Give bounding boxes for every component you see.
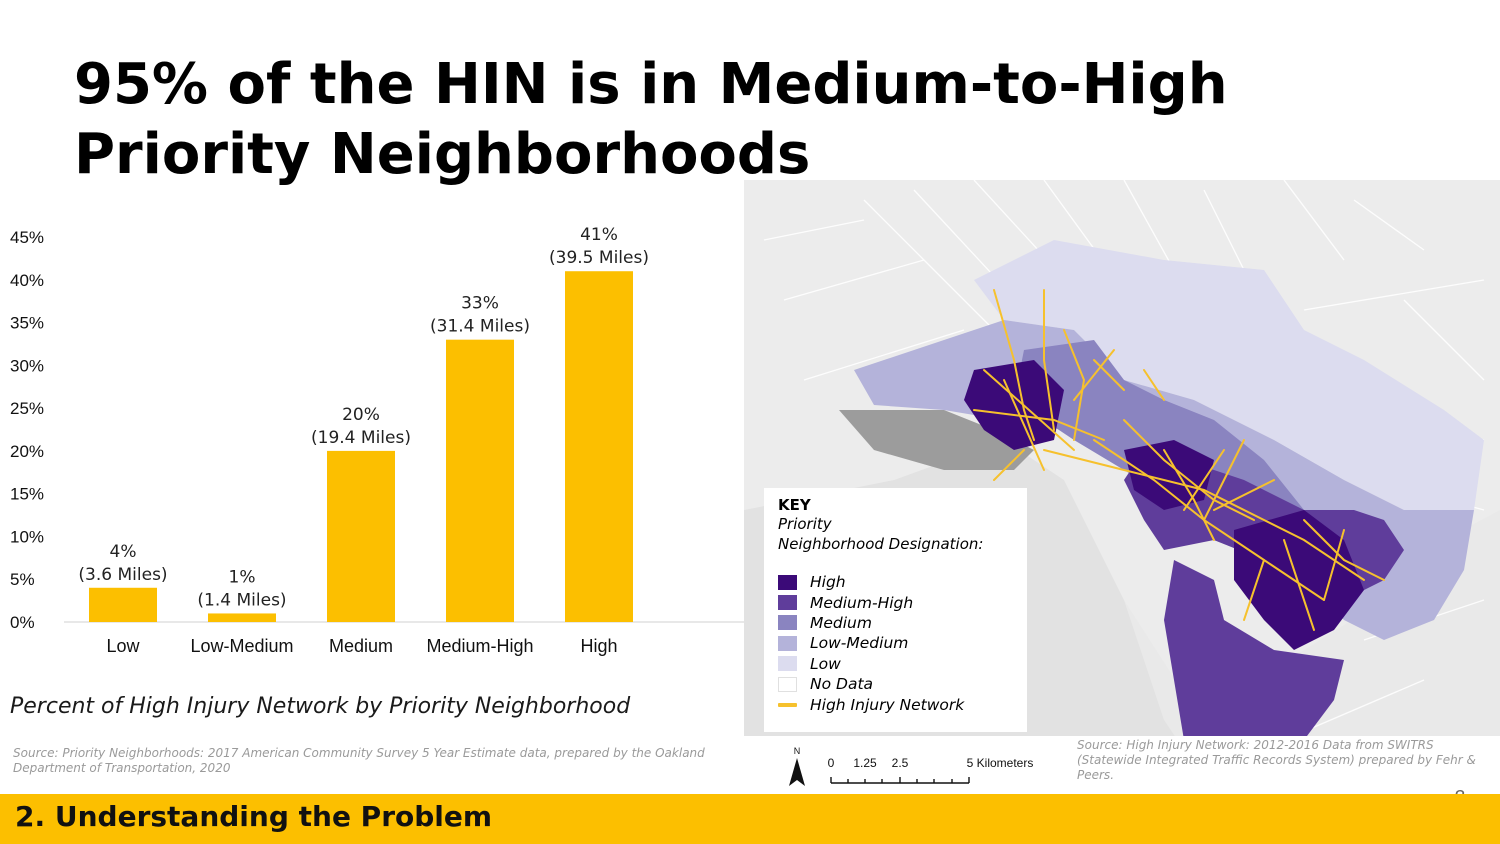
map-scale-bar: N 0 1.25 2.5 5 Kilometers bbox=[744, 736, 1069, 794]
map-key: KEY Priority Neighborhood Designation: H… bbox=[764, 488, 1027, 732]
scale-ruler bbox=[830, 777, 970, 784]
x-category-label: High bbox=[580, 636, 617, 656]
y-tick-label: 35% bbox=[10, 314, 44, 333]
y-tick-label: 25% bbox=[10, 399, 44, 418]
y-tick-label: 10% bbox=[10, 527, 44, 546]
bar-miles-label: (3.6 Miles) bbox=[78, 565, 167, 585]
bar-value-label: 4% bbox=[110, 542, 137, 562]
bar-miles-label: (31.4 Miles) bbox=[430, 317, 530, 337]
y-tick-label: 30% bbox=[10, 356, 44, 375]
key-legend-list: High Medium-High Medium Low-Medium Low No Dat… bbox=[778, 572, 1013, 715]
map-source-note: Source: High Injury Network: 2012-2016 D… bbox=[1069, 736, 1500, 794]
bar-chart: 0% 5% 10% 15% 20% 25% 30% 35% 40% 45% 4% (3.6 Miles… bbox=[10, 225, 744, 656]
key-item-label: High Injury Network bbox=[810, 695, 965, 714]
line-swatch-icon bbox=[778, 702, 797, 707]
north-label: N bbox=[794, 746, 801, 756]
key-item: Low-Medium bbox=[778, 633, 1013, 653]
color-swatch-icon bbox=[778, 595, 797, 611]
y-tick-label: 45% bbox=[10, 228, 44, 247]
zone-low bbox=[974, 240, 1484, 510]
key-item: Medium-High bbox=[778, 592, 1013, 612]
scale-graphic: N 0 1.25 2.5 5 Kilometers bbox=[789, 746, 1034, 786]
north-arrow-icon bbox=[789, 758, 805, 786]
zone-high-east bbox=[1124, 440, 1214, 510]
slide-title: 95% of the HIN is in Medium-to-High Prio… bbox=[74, 50, 1274, 190]
zone-high-downtown bbox=[964, 360, 1064, 450]
bar-high bbox=[565, 271, 633, 622]
bar-value-label: 20% bbox=[342, 405, 380, 425]
key-item: No Data bbox=[778, 674, 1013, 694]
key-item: High bbox=[778, 572, 1013, 592]
y-tick-label: 20% bbox=[10, 442, 44, 461]
scale-label: 2.5 bbox=[892, 756, 909, 770]
key-item: High Injury Network bbox=[778, 694, 1013, 714]
high-injury-network-lines bbox=[973, 289, 1385, 631]
chart-caption: Percent of High Injury Network by Priori… bbox=[10, 694, 631, 719]
key-item: Medium bbox=[778, 613, 1013, 633]
key-item-label: High bbox=[810, 573, 846, 592]
title-line-1: 95% of the HIN is in Medium-to-High bbox=[74, 52, 1228, 117]
color-swatch-icon bbox=[778, 615, 797, 631]
section-label: 2. Understanding the Problem bbox=[15, 800, 493, 833]
scale-label: 5 Kilometers bbox=[967, 756, 1034, 770]
key-subtitle-2: Neighborhood Designation: bbox=[778, 535, 984, 553]
color-swatch-icon bbox=[778, 656, 797, 672]
scale-label: 1.25 bbox=[853, 756, 877, 770]
color-swatch-icon bbox=[778, 574, 797, 590]
chart-source-note: Source: Priority Neighborhoods: 2017 Ame… bbox=[13, 746, 705, 775]
x-category-label: Medium-High bbox=[426, 636, 533, 656]
key-item-label: No Data bbox=[810, 675, 874, 694]
y-tick-label: 0% bbox=[10, 613, 35, 632]
y-tick-label: 15% bbox=[10, 485, 44, 504]
color-swatch-icon bbox=[778, 676, 797, 692]
bar-medium-high bbox=[446, 339, 514, 622]
scale-label: 0 bbox=[828, 756, 835, 770]
x-category-label: Low bbox=[106, 636, 140, 656]
key-subtitle-1: Priority bbox=[778, 515, 832, 533]
key-item-label: Medium bbox=[810, 613, 872, 632]
key-item: Low bbox=[778, 654, 1013, 674]
scale-labels: 0 1.25 2.5 5 Kilometers bbox=[828, 756, 1034, 770]
bar-low-medium bbox=[208, 613, 276, 622]
bar-medium bbox=[327, 450, 395, 622]
key-item-label: Medium-High bbox=[810, 593, 914, 612]
y-tick-label: 5% bbox=[10, 570, 35, 589]
bar-value-label: 41% bbox=[580, 225, 618, 245]
bar-miles-label: (1.4 Miles) bbox=[197, 590, 286, 610]
bar-value-label: 33% bbox=[461, 294, 499, 314]
key-item-label: Low-Medium bbox=[810, 634, 909, 653]
x-category-label: Medium bbox=[329, 636, 393, 656]
title-line-2: Priority Neighborhoods bbox=[74, 122, 811, 187]
zone-high-far-east bbox=[1234, 510, 1364, 650]
bar-value-label: 1% bbox=[229, 567, 256, 587]
zone-industrial bbox=[839, 410, 1034, 470]
footer-bar: 2. Understanding the Problem bbox=[0, 794, 1500, 844]
bar-miles-label: (19.4 Miles) bbox=[311, 428, 411, 448]
key-title: KEY bbox=[778, 496, 811, 514]
key-item-label: Low bbox=[810, 654, 841, 673]
x-category-label: Low-Medium bbox=[190, 636, 293, 656]
y-tick-label: 40% bbox=[10, 271, 44, 290]
bar-miles-label: (39.5 Miles) bbox=[549, 248, 649, 268]
color-swatch-icon bbox=[778, 635, 797, 651]
bar-low bbox=[89, 587, 157, 622]
